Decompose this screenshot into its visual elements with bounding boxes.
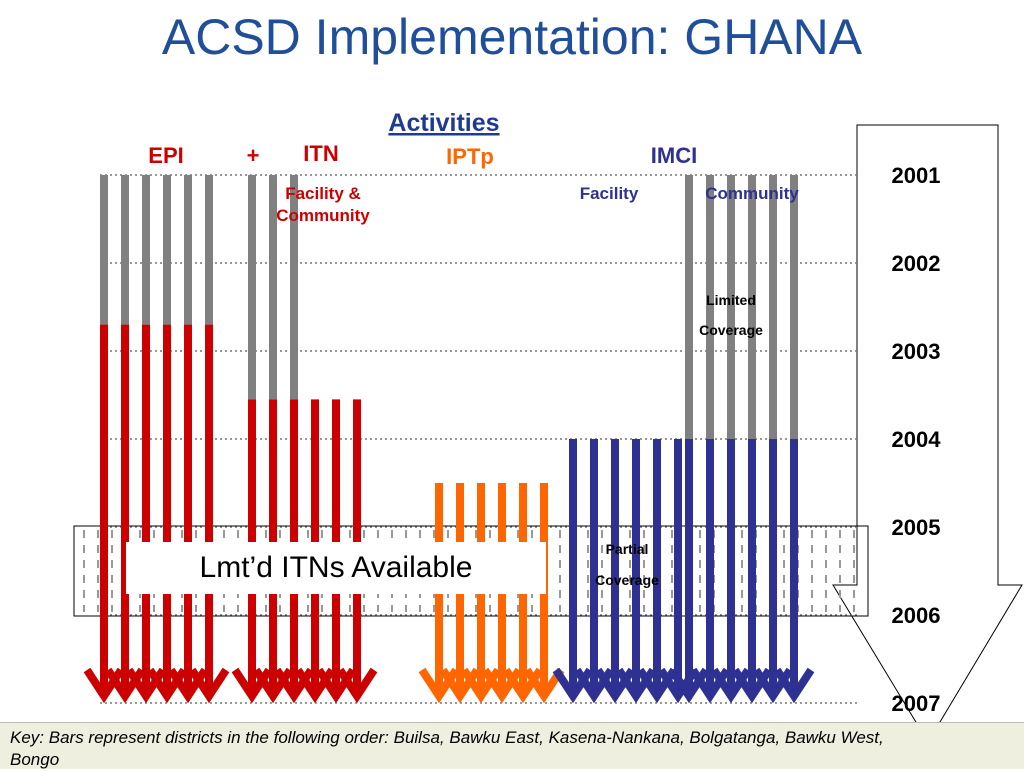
bar-pre-start-segment bbox=[290, 175, 298, 400]
bar-pre-start-segment bbox=[100, 175, 108, 325]
bar-arrowhead bbox=[336, 667, 378, 704]
bar-pre-start-segment bbox=[184, 175, 192, 325]
bar-arrowhead bbox=[188, 667, 230, 704]
bar-pre-start-segment bbox=[769, 175, 777, 439]
district-bars bbox=[83, 175, 815, 704]
bar-pre-start-segment bbox=[706, 175, 714, 439]
year-label-2005: 2005 bbox=[892, 515, 941, 540]
bar-pre-start-segment bbox=[685, 175, 693, 439]
itn-subheader-line1: Facility & bbox=[285, 184, 361, 203]
bar-pre-start-segment bbox=[248, 175, 256, 400]
bar-pre-start-segment bbox=[727, 175, 735, 439]
bar-pre-start-segment bbox=[142, 175, 150, 325]
year-labels: 2001 2002 2003 2004 2005 2006 2007 bbox=[892, 163, 942, 716]
year-label-2004: 2004 bbox=[892, 427, 942, 452]
bar-active-segment bbox=[685, 439, 693, 692]
bar-active-segment bbox=[769, 439, 777, 692]
bar-pre-start-segment bbox=[269, 175, 277, 400]
bar-active-segment bbox=[142, 324, 150, 692]
bar-pre-start-segment bbox=[748, 175, 756, 439]
bar-active-segment bbox=[184, 324, 192, 692]
bar-pre-start-segment bbox=[121, 175, 129, 325]
bar-active-segment bbox=[100, 324, 108, 692]
bar-arrowhead bbox=[523, 667, 565, 704]
page-title: ACSD Implementation: GHANA bbox=[161, 9, 863, 65]
bar-active-segment bbox=[653, 439, 661, 692]
key-text: Key: Bars represent districts in the fol… bbox=[10, 728, 884, 769]
partial-coverage-line2: Coverage bbox=[595, 572, 659, 588]
year-label-2001: 2001 bbox=[892, 163, 941, 188]
bar-active-segment bbox=[727, 439, 735, 692]
bar-arrowhead bbox=[773, 667, 815, 704]
epi-header: EPI bbox=[148, 143, 183, 168]
timeline-diagram: Activities EPI + ITN IPTp IMCI Facility … bbox=[73, 109, 1023, 722]
bar-active-segment bbox=[569, 439, 577, 692]
iptp-header: IPTp bbox=[446, 144, 494, 169]
itn-availability-band bbox=[73, 525, 869, 617]
key-footer: Key: Bars represent districts in the fol… bbox=[0, 722, 1024, 769]
bar-active-segment bbox=[121, 324, 129, 692]
bar-active-segment bbox=[674, 439, 682, 692]
bar-active-segment bbox=[790, 439, 798, 692]
bar-pre-start-segment bbox=[205, 175, 213, 325]
plus-header: + bbox=[247, 143, 260, 168]
bar-active-segment bbox=[163, 324, 171, 692]
year-label-2002: 2002 bbox=[892, 251, 941, 276]
bar-active-segment bbox=[611, 439, 619, 692]
bar-active-segment bbox=[205, 324, 213, 692]
bar-active-segment bbox=[632, 439, 640, 692]
itn-availability-label: Lmt’d ITNs Available bbox=[126, 542, 546, 594]
imci-community-subheader: Community bbox=[705, 184, 799, 203]
partial-coverage-line1: Partial bbox=[606, 541, 649, 557]
bar-pre-start-segment bbox=[163, 175, 171, 325]
year-label-2006: 2006 bbox=[892, 603, 941, 628]
bar-pre-start-segment bbox=[790, 175, 798, 439]
year-label-2007: 2007 bbox=[892, 691, 941, 716]
bar-active-segment bbox=[748, 439, 756, 692]
itn-subheader-line2: Community bbox=[276, 206, 370, 225]
bar-active-segment bbox=[590, 439, 598, 692]
activities-heading: Activities bbox=[388, 109, 499, 137]
imci-facility-subheader: Facility bbox=[580, 184, 639, 203]
timeline-arrow bbox=[832, 124, 1023, 722]
bar-active-segment bbox=[706, 439, 714, 692]
year-label-2003: 2003 bbox=[892, 339, 941, 364]
itn-header: ITN bbox=[303, 141, 338, 166]
imci-header: IMCI bbox=[651, 143, 697, 168]
limited-coverage-line1: Limited bbox=[706, 292, 756, 308]
limited-coverage-line2: Coverage bbox=[699, 322, 763, 338]
